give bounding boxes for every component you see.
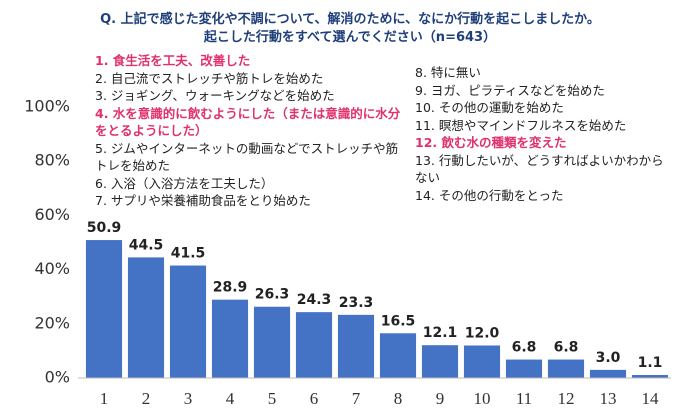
annotation-item: 2. 自己流でストレッチや筋トレを始めた: [95, 70, 324, 86]
bar: [631, 375, 669, 378]
value-label: 23.3: [339, 295, 374, 311]
x-tick-label: 7: [352, 389, 361, 408]
bar: [463, 345, 501, 378]
bar: [379, 333, 417, 378]
bar: [547, 359, 585, 378]
x-tick-label: 1: [100, 389, 109, 408]
annotation-column: 1. 食生活を工夫、改善した 2. 自己流でストレッチや筋トレを始めた 3. ジョギ…: [95, 52, 405, 210]
value-label: 44.5: [129, 237, 164, 253]
value-label: 6.8: [554, 340, 579, 356]
bar: [589, 369, 627, 378]
value-label: 12.1: [423, 325, 458, 341]
bar: [85, 240, 123, 378]
y-tick-label: 20%: [34, 313, 70, 332]
x-tick-label: 8: [394, 389, 403, 408]
x-tick-label: 3: [184, 389, 193, 408]
bar: [211, 299, 249, 378]
value-label: 12.0: [465, 325, 500, 341]
bar: [127, 257, 165, 378]
annotation-column: 8. 特に無い 9. ヨガ、ピラティスなどを始めた 10. その他の運動を始めた 11…: [415, 64, 665, 204]
y-tick-label: 40%: [34, 259, 70, 278]
annotation-item: 14. その他の行動をとった: [415, 187, 564, 203]
x-tick-label: 6: [310, 389, 319, 408]
bar: [295, 312, 333, 378]
x-tick-label: 5: [268, 389, 277, 408]
x-tick-label: 12: [558, 389, 575, 408]
bar: [169, 265, 207, 378]
bar: [337, 314, 375, 378]
annotation-item: 11. 瞑想やマインドフルネスを始めた: [415, 117, 627, 133]
x-tick-label: 11: [516, 389, 532, 408]
chart-title: Q. 上記で感じた変化や不調について、解消のために、なにか行動を起こしましたか。: [100, 12, 600, 27]
value-label: 50.9: [87, 220, 122, 236]
x-tick-label: 14: [642, 389, 660, 408]
x-tick-label: 2: [142, 389, 151, 408]
x-tick-label: 4: [226, 389, 235, 408]
x-tick-label: 10: [474, 389, 491, 408]
value-label: 1.1: [638, 355, 663, 371]
value-label: 3.0: [596, 350, 621, 366]
annotation-item: 12. 飲む水の種類を変えた: [415, 135, 567, 150]
value-label: 6.8: [512, 340, 537, 356]
x-tick-label: 13: [600, 389, 617, 408]
annotation-item: 4. 水を意識的に飲むようにした（または意識的に水分をとるようにした）: [95, 105, 401, 139]
annotation-item: 6. 入浴（入浴方法を工夫した）: [95, 175, 274, 191]
y-tick-label: 60%: [34, 205, 70, 224]
annotation-item: 13. 行動したいが、どうすればよいかわからない: [415, 152, 664, 186]
value-label: 16.5: [381, 313, 416, 329]
value-label: 28.9: [213, 280, 248, 296]
annotation-item: 1. 食生活を工夫、改善した: [95, 53, 251, 68]
chart-subtitle: 起こした行動をすべて選んでください（n=643）: [203, 30, 497, 45]
y-tick-label: 100%: [24, 97, 70, 116]
y-tick-label: 0%: [45, 368, 70, 387]
x-tick-label: 9: [436, 389, 445, 408]
bar: [421, 345, 459, 378]
annotation-item: 9. ヨガ、ピラティスなどを始めた: [415, 82, 605, 98]
annotation-item: 10. その他の運動を始めた: [415, 100, 564, 115]
annotation-item: 8. 特に無い: [415, 65, 481, 80]
bar: [505, 359, 543, 378]
value-label: 26.3: [255, 287, 290, 303]
value-label: 41.5: [171, 246, 206, 262]
bar: [253, 306, 291, 378]
annotation-item: 3. ジョギング、ウォーキングなどを始めた: [95, 88, 335, 103]
y-tick-label: 80%: [34, 151, 70, 170]
value-label: 24.3: [297, 292, 332, 308]
annotation-item: 7. サプリや栄養補助食品をとり始めた: [95, 193, 311, 208]
annotation-item: 5. ジムやインターネットの動画などでストレッチや筋トレを始めた: [95, 140, 399, 174]
